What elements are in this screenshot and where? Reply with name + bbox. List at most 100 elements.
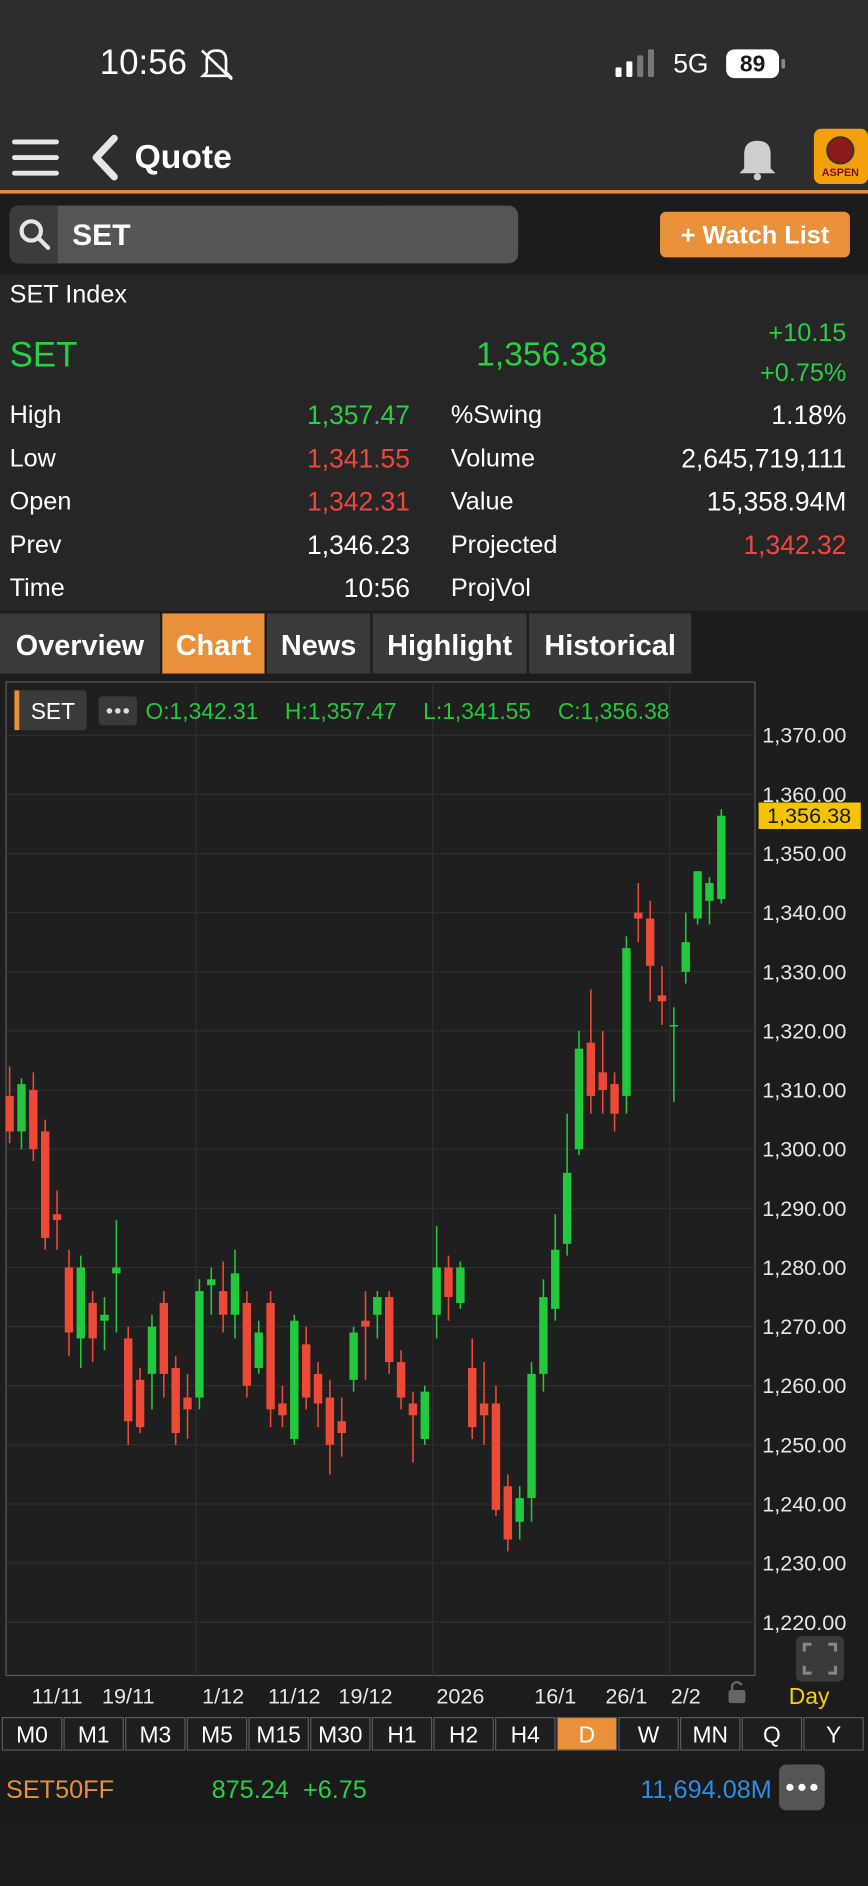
candle-body — [5, 1095, 14, 1132]
candle-body — [598, 1072, 607, 1091]
top-bar-bg — [0, 0, 868, 193]
timeframe-button[interactable] — [556, 1717, 618, 1751]
timeframe-button[interactable] — [741, 1717, 803, 1751]
y-tick-label: 1,330.00 — [762, 959, 846, 984]
candle-body — [313, 1373, 323, 1404]
y-tick-label: 1,250.00 — [762, 1432, 846, 1457]
candle-body — [610, 1084, 619, 1114]
timeframe-label: M5 — [201, 1721, 233, 1747]
y-tick-label: 1,290.00 — [762, 1196, 846, 1221]
timeframe-label: M30 — [318, 1721, 362, 1747]
chart-options-dots — [106, 708, 129, 714]
timeframe-button[interactable] — [310, 1717, 371, 1751]
y-tick-label: 1,220.00 — [762, 1610, 846, 1635]
candle-body — [657, 995, 667, 1002]
timeframe-button[interactable] — [1, 1717, 63, 1751]
x-tick-label: 19/12 — [338, 1683, 392, 1708]
tab[interactable] — [266, 613, 371, 674]
period-label: Day — [789, 1683, 830, 1709]
candle-body — [669, 1024, 679, 1027]
logo-globe — [826, 136, 855, 165]
timeframe-button[interactable] — [680, 1717, 741, 1751]
symbol-tag-bg[interactable] — [14, 690, 87, 731]
candle-body — [361, 1320, 370, 1327]
candle-body — [468, 1367, 477, 1428]
timeframe-button[interactable] — [125, 1717, 186, 1751]
candle-body — [218, 1291, 228, 1315]
y-tick-label: 1,230.00 — [762, 1551, 846, 1576]
ticker-price: 875.24 — [212, 1776, 289, 1804]
candle-body — [586, 1042, 596, 1096]
candle-body — [64, 1267, 74, 1333]
timeframe-button[interactable] — [618, 1717, 679, 1751]
stat-value: 1,341.55 — [307, 443, 410, 473]
candle-body — [112, 1267, 121, 1274]
watchlist-button[interactable] — [660, 211, 850, 258]
timeframe-button[interactable] — [248, 1717, 309, 1751]
timeframe-button[interactable] — [63, 1717, 124, 1751]
timeframe-label: W — [638, 1721, 660, 1747]
candle-body — [207, 1279, 216, 1286]
fullscreen-button[interactable] — [795, 1635, 844, 1682]
candle-body — [491, 1403, 501, 1510]
y-tick-label: 1,340.00 — [762, 900, 846, 925]
ticker-change: +6.75 — [303, 1776, 367, 1804]
candle-body — [515, 1498, 524, 1522]
timeframe-button[interactable] — [803, 1717, 864, 1751]
tab[interactable] — [372, 613, 527, 674]
timeframe-button[interactable] — [186, 1717, 248, 1751]
tab-label: Highlight — [387, 630, 512, 662]
y-tick-label: 1,370.00 — [762, 723, 846, 748]
timeframe-button[interactable] — [495, 1717, 556, 1751]
candle-body — [290, 1320, 299, 1439]
candle-body — [444, 1267, 453, 1298]
candle-body — [539, 1297, 548, 1374]
tab[interactable] — [0, 613, 160, 674]
candle-body — [574, 1048, 584, 1150]
timeframe-button[interactable] — [371, 1717, 433, 1751]
search-box[interactable] — [9, 205, 519, 264]
menu-button[interactable] — [12, 139, 59, 176]
tab[interactable] — [528, 613, 692, 674]
symbol-tag-accent — [14, 690, 20, 731]
timeframe-label: H4 — [511, 1721, 540, 1747]
search-icon-bg — [9, 205, 58, 264]
tab[interactable] — [162, 613, 265, 674]
ohlc-legend: L:1,341.55 — [423, 698, 531, 724]
y-tick-label: 1,310.00 — [762, 1078, 846, 1103]
signal-icon — [615, 49, 655, 77]
back-button[interactable] — [92, 134, 118, 181]
price-change: +10.15 — [768, 319, 846, 347]
candle-body — [124, 1338, 133, 1422]
ticker-more-dots — [786, 1783, 818, 1791]
stat-value: 1.18% — [771, 400, 846, 430]
candle-body — [705, 883, 714, 901]
candle-body — [230, 1273, 240, 1315]
candle-body — [479, 1403, 489, 1416]
header-divider — [0, 190, 868, 194]
search-query: SET — [72, 219, 131, 252]
candle-body — [254, 1332, 263, 1368]
stat-value: 1,357.47 — [307, 400, 410, 430]
lock-icon[interactable] — [728, 1680, 746, 1704]
candle-body — [337, 1421, 346, 1434]
stat-label: Volume — [451, 444, 535, 472]
candle-body — [100, 1314, 109, 1321]
ticker-symbol[interactable]: SET50FF — [6, 1776, 114, 1804]
candle-body — [527, 1373, 536, 1499]
symbol-tag: SET — [31, 698, 75, 724]
candle-body — [551, 1249, 560, 1309]
ohlc-legend: C:1,356.38 — [558, 698, 670, 724]
candle-body — [242, 1302, 252, 1386]
candle-body — [693, 871, 702, 919]
candle-body — [135, 1379, 145, 1428]
notification-bell[interactable] — [739, 140, 776, 181]
candle-body — [147, 1326, 157, 1374]
timeframe-button[interactable] — [433, 1717, 494, 1751]
candle-body — [681, 942, 690, 972]
stat-label: ProjVol — [451, 574, 531, 602]
candle-body — [266, 1302, 275, 1410]
candle-body — [159, 1302, 169, 1374]
